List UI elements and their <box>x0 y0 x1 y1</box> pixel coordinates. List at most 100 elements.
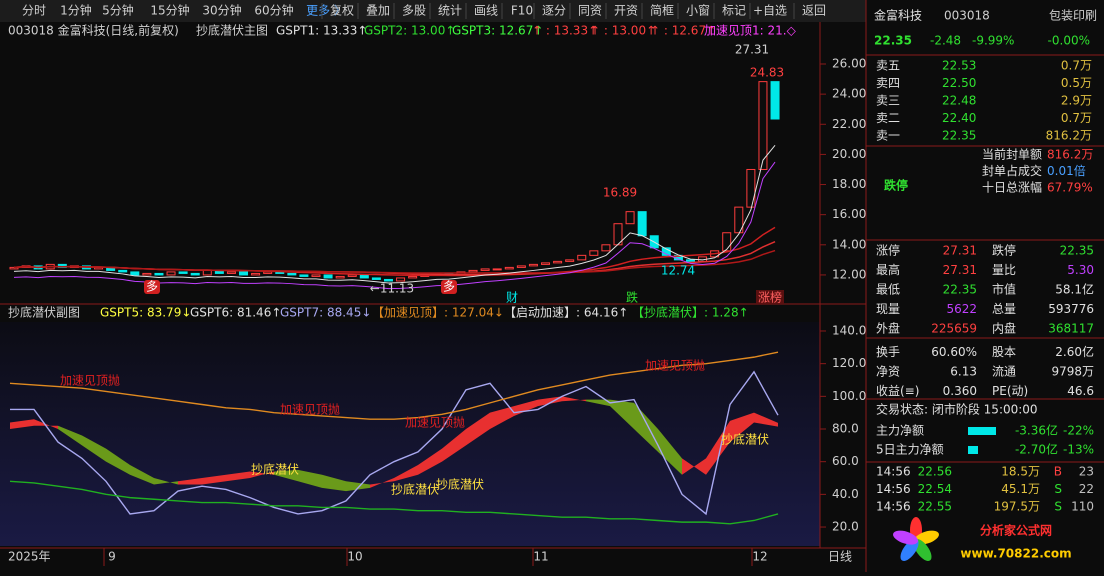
ribbon <box>610 399 634 430</box>
legend-entry: 【启动加速】: 64.16↑ <box>504 306 628 320</box>
toolbar-button[interactable]: 同资 <box>578 4 602 18</box>
toolbar-button[interactable]: 复权 <box>330 4 354 18</box>
candle <box>492 268 502 271</box>
annotation: 财 <box>506 291 518 305</box>
label: 跌停 <box>992 243 1016 258</box>
label: 0.7万 <box>1061 111 1092 125</box>
candle <box>637 211 647 237</box>
gspt-line <box>13 161 776 290</box>
label: 22.56 <box>918 465 952 479</box>
label: 60.60% <box>931 345 977 359</box>
y-tick-label: 16.00 <box>832 207 866 221</box>
label: 封单占成交 <box>982 163 1042 178</box>
label: 卖四 <box>876 76 900 90</box>
label: 46.6 <box>1067 384 1094 398</box>
toolbar-button[interactable]: +自选 <box>753 4 787 18</box>
label: 816.2万 <box>1046 129 1092 143</box>
label: 23 <box>1079 465 1094 479</box>
toolbar-button[interactable]: 1分钟 <box>60 3 92 18</box>
label: 0.01倍 <box>1047 163 1086 178</box>
annotation: 加速见顶抛 <box>280 402 340 417</box>
candle <box>335 275 345 279</box>
candle <box>166 271 176 276</box>
toolbar-button[interactable]: 简框 <box>650 4 674 18</box>
y-tick-label: 12.00 <box>832 267 866 281</box>
label: 涨停 <box>876 243 900 258</box>
series-line <box>9 351 779 420</box>
candle <box>396 277 406 282</box>
badge <box>441 280 457 294</box>
y-tick-label: 26.00 <box>832 57 866 71</box>
label: 9798万 <box>1051 365 1094 379</box>
ribbon <box>82 435 106 462</box>
watermark: www.70822.com <box>960 547 1071 561</box>
toolbar-button[interactable]: 5分钟 <box>102 3 134 18</box>
label: 外盘 <box>876 321 900 336</box>
toolbar-button[interactable]: 画线 <box>474 4 498 18</box>
toolbar-button[interactable]: 小窗 <box>686 4 710 18</box>
candle <box>154 272 164 276</box>
candle <box>746 168 756 208</box>
label: 003018 金富科技(日线,前复权) <box>8 23 179 38</box>
ribbon <box>322 474 346 492</box>
label: 卖一 <box>876 129 900 143</box>
toolbar-button[interactable]: 统计 <box>438 4 462 18</box>
ribbon <box>130 464 154 485</box>
y-tick-label: 140.0 <box>832 323 866 337</box>
label: 2.9万 <box>1061 94 1092 108</box>
label: 最低 <box>876 283 900 297</box>
candle <box>226 271 236 274</box>
toolbar-button[interactable]: 更多 〉 <box>306 4 346 18</box>
ribbon <box>250 471 274 479</box>
annotation: 24.83 <box>750 66 784 80</box>
annotation: 抄底潜伏 <box>436 477 484 492</box>
legend-entry: ↑ : 13.00↑ <box>590 24 656 38</box>
label: 收益(≡) <box>876 384 919 398</box>
toolbar-button[interactable]: 15分钟 <box>150 3 189 18</box>
toolbar-button[interactable]: 60分钟 <box>254 3 293 18</box>
candle <box>625 211 635 225</box>
candle <box>130 271 140 276</box>
toolbar-button[interactable]: 30分钟 <box>202 3 241 18</box>
label: 当前封单额 <box>982 147 1042 162</box>
legend-entry: GSPT6: 81.46↑ <box>190 306 281 320</box>
ribbon <box>394 464 418 482</box>
toolbar-button[interactable]: 叠加 <box>366 4 390 18</box>
legend-entry: GSPT3: 12.67↑ <box>452 24 543 38</box>
annotation: 涨榜 <box>758 290 782 305</box>
label: B <box>1054 465 1062 479</box>
label: 5622 <box>946 302 977 316</box>
sub-bg <box>0 322 820 546</box>
candle <box>601 244 611 252</box>
legend-entry: 加速见顶1: 21.◇ <box>704 24 797 38</box>
label: 22.40 <box>942 111 976 125</box>
legend-entry: ↑ : 13.33↑ <box>532 24 598 38</box>
legend-entry: 【加速见顶】: 127.04↓ <box>372 306 504 320</box>
toolbar-button[interactable]: 分时 <box>22 4 46 18</box>
annotation: 抄底潜伏 <box>721 432 769 447</box>
toolbar-button[interactable]: 逐分 <box>542 4 566 18</box>
label: 抄底潜伏主图 <box>196 23 268 38</box>
toolbar-button[interactable]: 返回 <box>802 4 826 18</box>
y-tick-label: 120.0 <box>832 356 866 370</box>
ribbon <box>490 406 514 430</box>
candle <box>734 206 744 234</box>
label: 换手 <box>876 345 900 359</box>
label: 5.30 <box>1067 263 1094 277</box>
toolbar-button[interactable]: 标记 <box>722 4 746 18</box>
ribbon <box>754 412 778 427</box>
annotation: 16.89 <box>603 186 637 200</box>
label: 抄底潜伏副图 <box>8 305 80 320</box>
label: 十日总涨幅 <box>982 180 1042 195</box>
candle <box>661 247 671 256</box>
annotation: 12.74 <box>661 264 695 278</box>
x-tick-label: 10 <box>347 550 362 564</box>
watermark: 分析家公式网 <box>980 523 1052 538</box>
annotation: 加速见顶抛 <box>645 358 705 373</box>
toolbar-button[interactable]: 开资 <box>614 4 638 18</box>
toolbar-button[interactable]: F10 <box>511 4 533 18</box>
y-tick-label: 20.00 <box>832 147 866 161</box>
label: 110 <box>1071 500 1094 514</box>
toolbar-button[interactable]: 多股 <box>402 4 426 18</box>
label: 卖三 <box>876 94 900 108</box>
